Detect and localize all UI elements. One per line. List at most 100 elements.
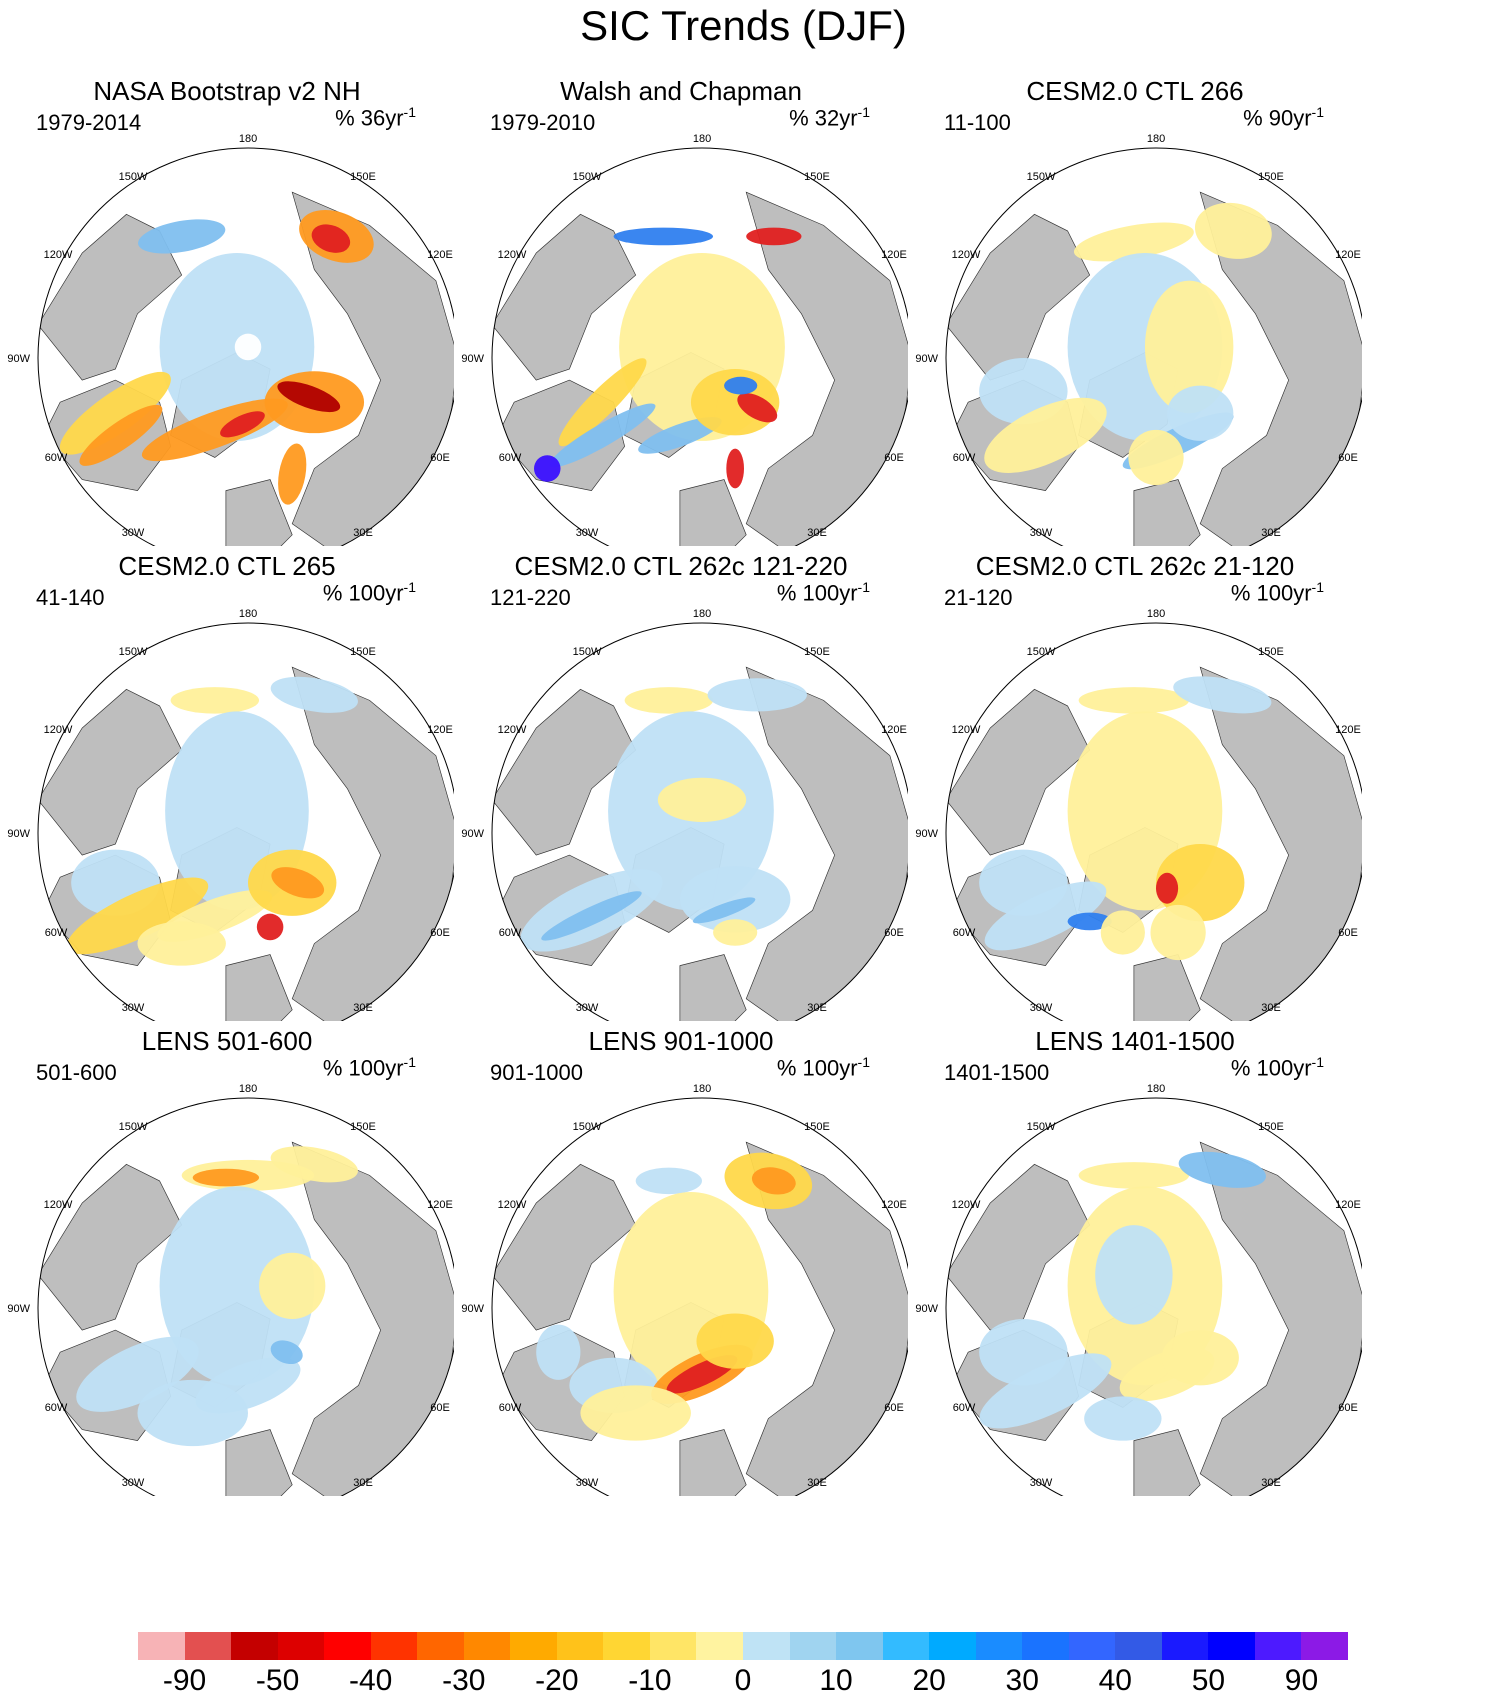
- trend-region: [1161, 1330, 1239, 1386]
- period-label: 121-220: [490, 585, 571, 610]
- colorbar-box: [138, 1632, 186, 1660]
- longitude-label: 90W: [461, 353, 484, 365]
- longitude-label: 120E: [427, 1199, 453, 1211]
- longitude-label: 60E: [1338, 452, 1358, 464]
- map-boundary: [37, 147, 454, 546]
- longitude-label: 30W: [122, 527, 145, 539]
- longitude-label: 150W: [1027, 1121, 1056, 1133]
- trend-region: [726, 448, 744, 489]
- longitude-label: 60E: [1338, 927, 1358, 939]
- map-boundary: [945, 147, 1362, 546]
- period-label: 1979-2010: [490, 110, 596, 135]
- map-panel: CESM2.0 CTL 265180150W150E120W120E90W90E…: [0, 551, 454, 1021]
- trend-region: [1095, 1225, 1173, 1325]
- trend-region: [536, 1324, 581, 1380]
- longitude-label: 30E: [807, 1002, 827, 1014]
- longitude-label: 180: [693, 608, 711, 620]
- units-label: % 32yr-1: [789, 104, 870, 131]
- polar-map: 180150W150E120W120E90W90E60W60E30W30E0: [915, 1083, 1362, 1496]
- trend-region: [138, 219, 226, 254]
- land-mass: [225, 479, 293, 546]
- longitude-label: 150W: [573, 646, 602, 658]
- map-boundary: [491, 147, 908, 546]
- colorbar-box: [1115, 1632, 1163, 1660]
- trend-region: [751, 1167, 796, 1195]
- polar-map: 180150W150E120W120E90W90E60W60E30W30E0: [915, 133, 1362, 546]
- polar-map: 180150W150E120W120E90W90E60W60E30W30E0: [7, 133, 454, 546]
- longitude-label: 90W: [915, 1303, 938, 1315]
- longitude-label: 120E: [881, 249, 907, 261]
- longitude-label: 30E: [353, 1477, 373, 1489]
- longitude-label: 150W: [573, 171, 602, 183]
- polar-map: 180150W150E120W120E90W90E60W60E30W30E0: [461, 133, 908, 546]
- longitude-label: 30E: [353, 1002, 373, 1014]
- longitude-label: 120W: [44, 249, 73, 261]
- longitude-label: 120E: [1335, 249, 1361, 261]
- longitude-label: 120E: [1335, 724, 1361, 736]
- longitude-label: 120E: [427, 724, 453, 736]
- panel-title: LENS 1401-1500: [1035, 1026, 1235, 1056]
- longitude-label: 180: [693, 133, 711, 145]
- trend-region: [724, 376, 758, 395]
- longitude-label: 180: [1147, 133, 1165, 145]
- trend-region: [696, 1313, 774, 1369]
- longitude-label: 150E: [1258, 171, 1284, 183]
- colorbar-box: [277, 1632, 325, 1660]
- units-label: % 100yr-1: [322, 579, 416, 606]
- trend-region: [1067, 912, 1112, 931]
- land-mass: [38, 213, 183, 381]
- longitude-label: 30W: [122, 1002, 145, 1014]
- land-mass: [1133, 1429, 1201, 1496]
- polar-map: 180150W150E120W120E90W90E60W60E30W30E0: [7, 1083, 454, 1496]
- longitude-label: 60W: [499, 452, 522, 464]
- longitude-label: 60E: [1338, 1402, 1358, 1414]
- colorbar-tick-label: 50: [1191, 1664, 1226, 1697]
- longitude-label: 90W: [7, 1303, 30, 1315]
- colorbar-box: [231, 1632, 279, 1660]
- period-label: 901-1000: [490, 1060, 583, 1085]
- units-label: % 100yr-1: [776, 579, 870, 606]
- panel-title: LENS 501-600: [141, 1026, 313, 1056]
- longitude-label: 120W: [44, 724, 73, 736]
- longitude-label: 60E: [884, 927, 904, 939]
- colorbar-box: [1068, 1632, 1116, 1660]
- colorbar-tick-label: -20: [535, 1664, 579, 1697]
- land-mass: [745, 191, 908, 546]
- longitude-label: 60E: [430, 927, 450, 939]
- polar-map: 180150W150E120W120E90W90E60W60E30W30E0: [461, 608, 908, 1021]
- panel-title: CESM2.0 CTL 262c 21-120: [975, 551, 1295, 581]
- units-label: % 100yr-1: [1230, 1054, 1324, 1081]
- trend-region: [259, 1252, 326, 1320]
- colorbar-box: [929, 1632, 977, 1660]
- longitude-label: 60E: [430, 452, 450, 464]
- longitude-label: 60E: [430, 1402, 450, 1414]
- period-label: 1401-1500: [944, 1060, 1050, 1085]
- land-mass: [1133, 479, 1201, 546]
- longitude-label: 150W: [573, 1121, 602, 1133]
- longitude-label: 180: [239, 608, 257, 620]
- colorbar-box: [1301, 1632, 1349, 1660]
- land-mass: [291, 666, 454, 1021]
- longitude-label: 90W: [915, 353, 938, 365]
- trend-region: [137, 1379, 248, 1447]
- colorbar-box: [882, 1632, 930, 1660]
- trend-region: [277, 381, 341, 413]
- land-mass: [291, 1141, 454, 1496]
- longitude-label: 120E: [881, 1199, 907, 1211]
- units-label: % 36yr-1: [335, 104, 416, 131]
- colorbar-box: [975, 1632, 1023, 1660]
- longitude-label: 150W: [119, 646, 148, 658]
- longitude-label: 150W: [1027, 171, 1056, 183]
- land-mass: [1199, 666, 1362, 1021]
- map-panel: LENS 501-600180150W150E120W120E90W90E60W…: [0, 1026, 454, 1496]
- figure-title: SIC Trends (DJF): [580, 2, 907, 49]
- longitude-label: 30E: [1261, 527, 1281, 539]
- colorbar-tick-label: -50: [255, 1664, 300, 1697]
- map-panel: LENS 901-1000180150W150E120W120E90W90E60…: [454, 1026, 908, 1496]
- colorbar-box: [370, 1632, 418, 1660]
- longitude-label: 60E: [884, 452, 904, 464]
- land-mass: [745, 666, 908, 1021]
- period-label: 41-140: [36, 585, 105, 610]
- trend-region: [692, 897, 756, 924]
- colorbar-tick-label: 90: [1284, 1664, 1319, 1697]
